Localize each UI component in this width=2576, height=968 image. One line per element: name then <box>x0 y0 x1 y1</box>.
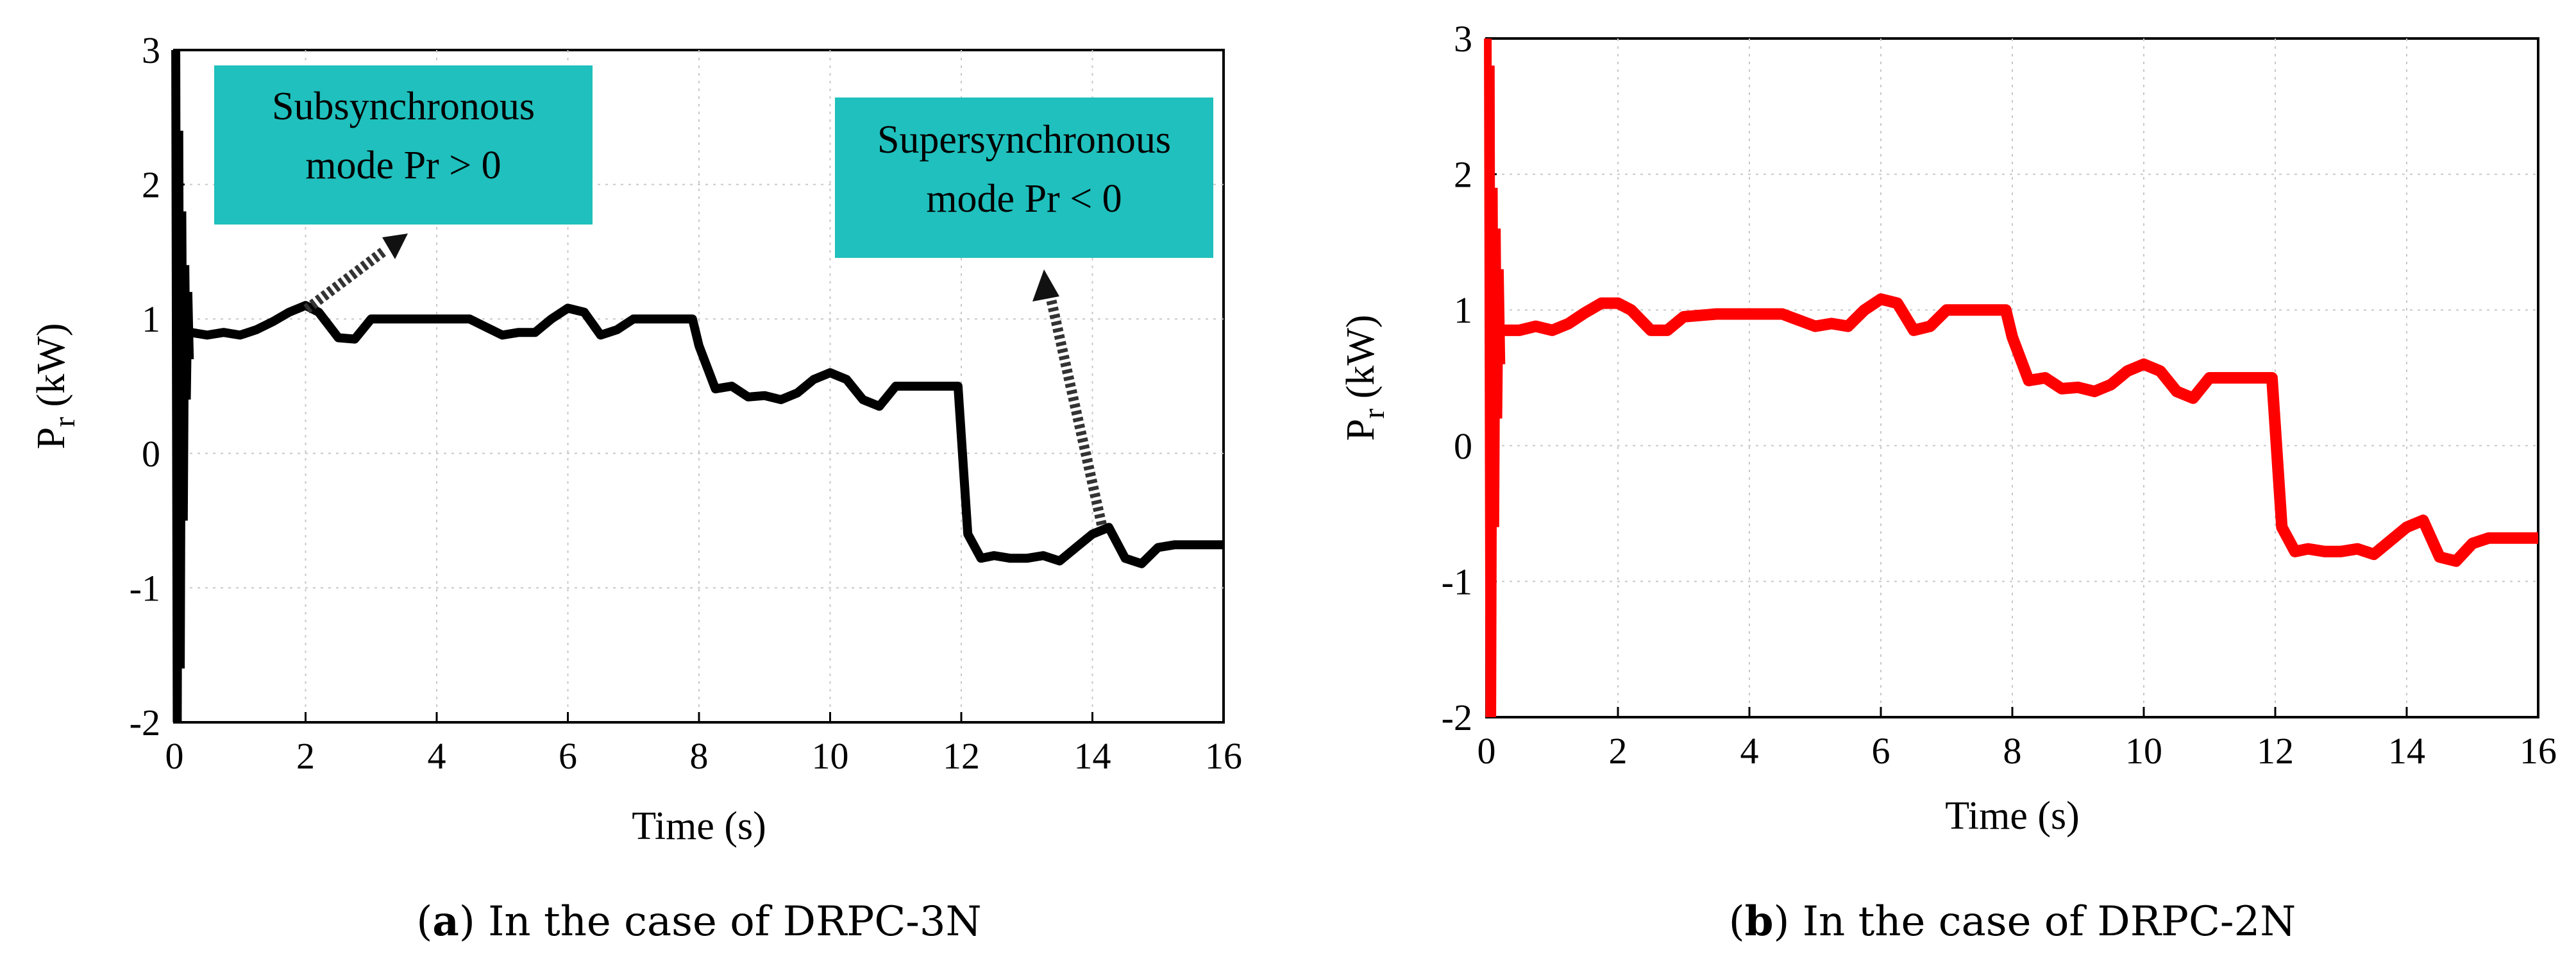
x-tick-label: 0 <box>1477 730 1496 772</box>
startup-transient-spike <box>1484 38 1506 718</box>
startup-transient-spike <box>171 49 194 723</box>
y-tick-label: -1 <box>130 567 160 609</box>
panel-a-annotation-subsynchronous: Subsynchronous mode Pr > 0 <box>214 65 593 225</box>
x-tick-label: 6 <box>1872 730 1890 772</box>
x-tick-label: 0 <box>165 735 184 777</box>
y-tick-label: 3 <box>142 30 160 71</box>
panel-b-x-axis-label: Time (s) <box>1945 794 2080 838</box>
y-tick-label: -2 <box>1442 697 1472 738</box>
panel-a-y-axis-label: Pr (kW) <box>29 323 81 450</box>
panel-b-startup-transient <box>1484 38 1506 718</box>
annotation-line2-supersynchronous: mode Pr < 0 <box>926 177 1122 221</box>
panel-a-annotation-supersynchronous: Supersynchronous mode Pr < 0 <box>835 98 1213 258</box>
panel-a-grid <box>174 50 1224 722</box>
panel-a-x-ticks: 0 2 4 6 8 10 12 14 16 <box>165 712 1242 777</box>
panel-a-caption: (a) In the case of DRPC-3N <box>416 897 981 946</box>
annotation-box-subsynchronous <box>214 65 593 225</box>
y-tick-label: -2 <box>130 702 160 743</box>
y-tick-label: -1 <box>1442 561 1472 602</box>
panel-b-series-line <box>1503 293 2538 567</box>
y-tick-label: 2 <box>142 164 160 206</box>
annotation-box-supersynchronous <box>835 98 1213 258</box>
y-tick-label: 2 <box>1454 154 1472 196</box>
panel-b-caption: (b) In the case of DRPC-2N <box>1729 897 2296 946</box>
x-tick-label: 2 <box>1609 730 1628 772</box>
panel-a-arrow-subsynchronous <box>303 234 408 314</box>
x-tick-label: 14 <box>2388 730 2425 772</box>
arrowhead-icon <box>1032 269 1059 301</box>
y-tick-label: 1 <box>1454 289 1472 331</box>
annotation-line1-supersynchronous: Supersynchronous <box>877 118 1171 162</box>
panel-b-y-axis-label: Pr (kW) <box>1339 315 1391 441</box>
panel-a-x-axis-label: Time (s) <box>632 804 766 848</box>
y-tick-label: 0 <box>1454 425 1472 467</box>
annotation-line2-subsynchronous: mode Pr > 0 <box>305 144 501 187</box>
x-tick-label: 4 <box>1740 730 1759 772</box>
y-tick-label: 0 <box>142 433 160 475</box>
x-tick-label: 10 <box>2125 730 2162 772</box>
panel-a-arrow-supersynchronous <box>1032 269 1107 526</box>
x-tick-label: 8 <box>690 735 709 777</box>
panel-b-x-ticks: 0 2 4 6 8 10 12 14 16 <box>1477 707 2557 772</box>
panel-a-startup-transient <box>171 49 194 723</box>
x-tick-label: 12 <box>2257 730 2294 772</box>
arrowhead-icon <box>382 234 408 259</box>
x-tick-label: 4 <box>428 735 446 777</box>
panel-a-y-ticks: -2 -1 0 1 2 3 <box>130 30 185 743</box>
y-tick-label: 3 <box>1454 18 1472 60</box>
x-tick-label: 2 <box>296 735 315 777</box>
x-tick-label: 16 <box>2520 730 2557 772</box>
panel-a-series-line <box>190 301 1224 568</box>
x-tick-label: 8 <box>2003 730 2022 772</box>
x-tick-label: 10 <box>812 735 849 777</box>
panel-b-y-ticks: -2 -1 0 1 2 3 <box>1442 18 1497 738</box>
x-tick-label: 16 <box>1205 735 1242 777</box>
x-tick-label: 6 <box>559 735 577 777</box>
y-tick-label: 1 <box>142 298 160 340</box>
x-tick-label: 12 <box>943 735 980 777</box>
x-tick-label: 14 <box>1074 735 1111 777</box>
annotation-line1-subsynchronous: Subsynchronous <box>272 85 535 128</box>
